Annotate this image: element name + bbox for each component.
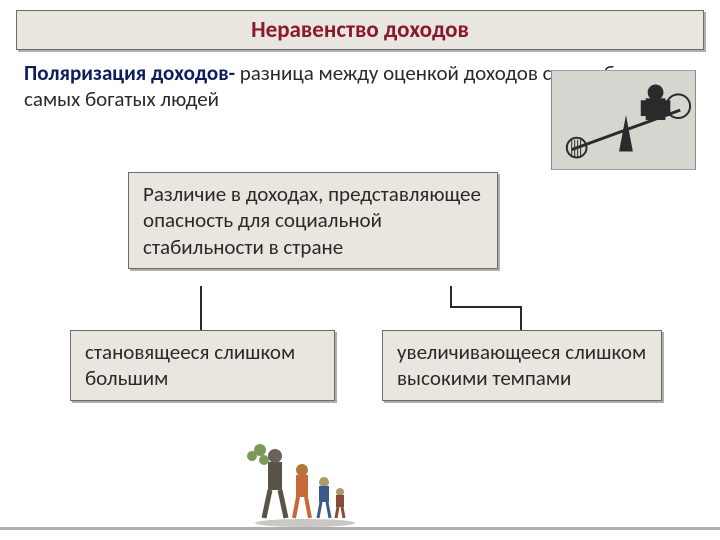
box-right: увеличивающееся слишком высокими темпами bbox=[382, 330, 662, 401]
scale-inequality-icon bbox=[551, 70, 696, 170]
box-main-text: Различие в доходах, представляющее опасн… bbox=[143, 181, 481, 260]
box-left-text: становящееся слишком большим bbox=[85, 339, 295, 391]
page-title: Неравенство доходов bbox=[251, 16, 469, 44]
definition-term: Поляризация доходов- bbox=[24, 60, 240, 86]
box-left: становящееся слишком большим bbox=[70, 330, 335, 401]
connector bbox=[200, 306, 202, 330]
bottom-divider bbox=[0, 527, 720, 530]
title-bar: Неравенство доходов bbox=[16, 10, 704, 50]
connector bbox=[450, 286, 452, 306]
box-main: Различие в доходах, представляющее опасн… bbox=[128, 172, 498, 269]
connector bbox=[200, 286, 202, 306]
people-walking-icon bbox=[240, 438, 370, 528]
connector bbox=[520, 306, 522, 330]
connector bbox=[450, 306, 520, 308]
box-right-text: увеличивающееся слишком высокими темпами bbox=[397, 339, 646, 391]
